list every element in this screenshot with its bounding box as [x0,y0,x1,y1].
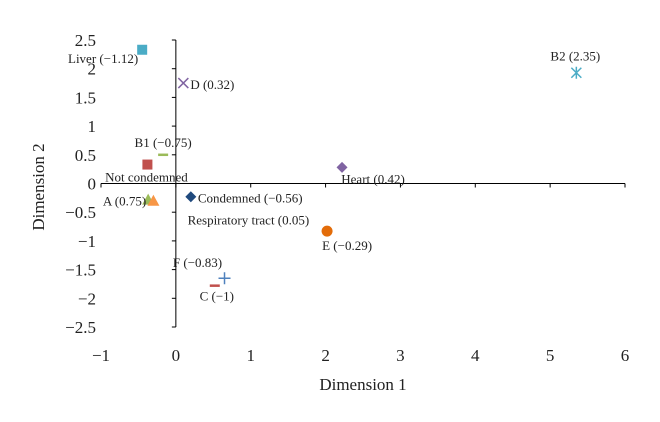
y-tick-label: 1.5 [75,88,96,107]
y-axis-ticks: 2.5 2 1.5 1 0.5 0 −0.5 −1 −1.5 −2 −2.5 [65,31,176,337]
data-point-x [177,77,189,89]
point-label: Respiratory tract (0.05) [188,213,310,228]
x-tick-label: 0 [172,346,181,365]
point-label: Condemned (−0.56) [198,191,303,206]
y-axis-title: Dimension 2 [29,143,48,230]
x-tick-label: 5 [546,346,555,365]
data-point-diamond [336,161,348,173]
point-labels: Liver (−1.12) D (0.32) B2 (2.35) B1 (−0.75)… [68,49,600,304]
axes [101,40,625,327]
x-tick-label: 4 [471,346,480,365]
y-tick-label: −1.5 [65,261,96,280]
x-tick-label: −1 [92,346,110,365]
x-tick-label: 1 [246,346,255,365]
x-tick-label: 6 [621,346,630,365]
y-tick-label: 0.5 [75,146,96,165]
point-label: Heart (0.42) [341,171,405,186]
y-tick-label: −2 [78,289,96,308]
point-label: D (0.32) [190,77,234,92]
x-axis-title: Dimension 1 [319,375,406,394]
y-tick-label: 0 [88,175,97,194]
y-tick-label: 1 [88,117,97,136]
y-tick-label: 2.5 [75,31,96,50]
point-label: Liver (−1.12) [68,51,138,66]
point-label: F (−0.83) [173,255,222,270]
data-point-plus [218,272,231,285]
x-tick-label: 3 [396,346,405,365]
data-point-diamond [185,191,197,203]
y-tick-label: −1 [78,232,96,251]
data-point-square [137,44,148,55]
y-tick-label: −2.5 [65,318,96,337]
data-point-circle [321,225,333,237]
point-label: Not condemned [105,170,188,185]
point-label: A (0.75) [103,194,146,209]
y-tick-label: 2 [88,60,97,79]
point-label: B1 (−0.75) [135,135,192,150]
point-label: B2 (2.35) [550,49,600,64]
x-tick-label: 2 [321,346,330,365]
y-tick-label: −0.5 [65,203,96,222]
data-point-square [142,159,153,170]
data-point-asterisk [570,66,582,79]
data-point-triangle [147,194,160,206]
point-label: E (−0.29) [322,238,372,253]
point-label: C (−1) [200,289,234,304]
x-axis-ticks: −1 0 1 2 3 4 5 6 [92,183,630,365]
data-points [137,44,582,287]
